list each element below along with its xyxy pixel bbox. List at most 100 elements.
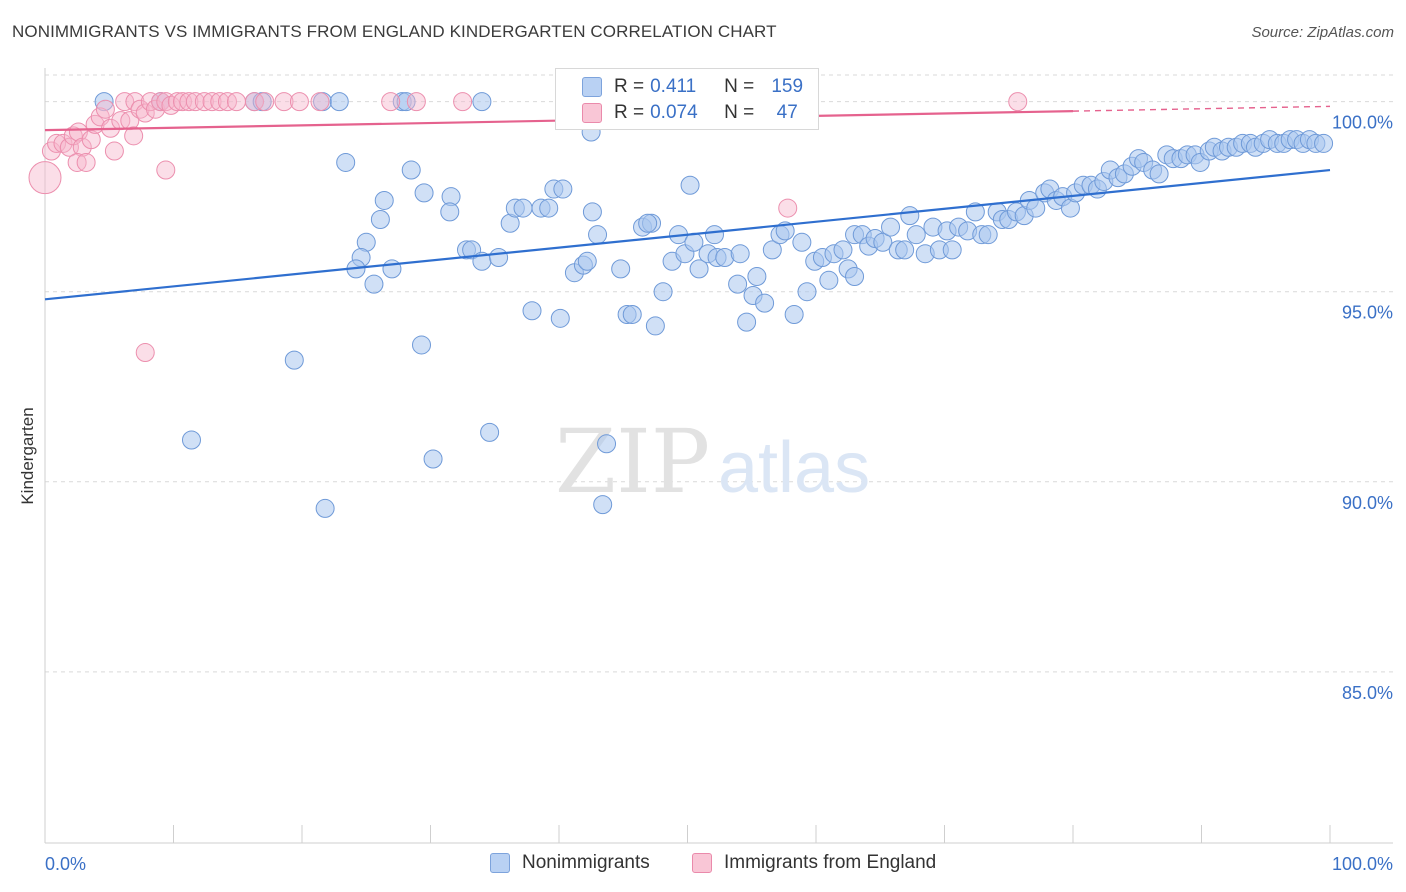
point-nonimmigrants[interactable] (819, 270, 839, 290)
point-immigrants-england[interactable] (202, 92, 222, 112)
point-nonimmigrants[interactable] (900, 206, 920, 226)
point-nonimmigrants[interactable] (440, 202, 460, 222)
point-immigrants-england[interactable] (179, 92, 199, 112)
y-axis-label: Kindergarten (18, 407, 37, 504)
point-immigrants-england[interactable] (274, 92, 294, 112)
point-nonimmigrants[interactable] (582, 202, 602, 222)
point-immigrants-england[interactable] (76, 152, 96, 172)
point-nonimmigrants[interactable] (680, 175, 700, 195)
point-nonimmigrants[interactable] (728, 274, 748, 294)
y-tick-label: 95.0% (1342, 303, 1393, 323)
point-immigrants-england[interactable] (115, 92, 135, 112)
point-nonimmigrants[interactable] (965, 202, 985, 222)
point-immigrants-england[interactable] (255, 92, 275, 112)
point-immigrants-england[interactable] (135, 103, 155, 123)
point-nonimmigrants[interactable] (737, 312, 757, 332)
n-label: N = (724, 76, 755, 97)
r-label: R = (614, 76, 645, 97)
point-nonimmigrants[interactable] (382, 259, 402, 279)
point-immigrants-england[interactable] (135, 343, 155, 363)
point-nonimmigrants[interactable] (845, 267, 865, 287)
point-nonimmigrants[interactable] (489, 247, 509, 267)
point-nonimmigrants[interactable] (784, 305, 804, 325)
point-immigrants-england[interactable] (226, 92, 246, 112)
point-immigrants-england[interactable] (289, 92, 309, 112)
point-nonimmigrants[interactable] (480, 422, 500, 442)
point-immigrants-england[interactable] (310, 92, 330, 112)
point-immigrants-england[interactable] (778, 198, 798, 218)
point-nonimmigrants[interactable] (539, 198, 559, 218)
point-nonimmigrants[interactable] (374, 190, 394, 210)
point-nonimmigrants[interactable] (414, 183, 434, 203)
point-nonimmigrants[interactable] (553, 179, 573, 199)
legend-item-nonimmigrants[interactable]: Nonimmigrants (490, 852, 650, 874)
point-immigrants-england[interactable] (151, 92, 171, 112)
point-immigrants-england[interactable] (244, 92, 264, 112)
point-nonimmigrants[interactable] (1314, 133, 1334, 153)
point-nonimmigrants[interactable] (513, 198, 533, 218)
point-nonimmigrants[interactable] (792, 232, 812, 252)
point-immigrants-england[interactable] (81, 130, 101, 150)
point-nonimmigrants[interactable] (747, 267, 767, 287)
point-immigrants-england[interactable] (453, 92, 473, 112)
point-nonimmigrants[interactable] (762, 240, 782, 260)
point-nonimmigrants[interactable] (329, 92, 349, 112)
point-immigrants-england[interactable] (194, 92, 214, 112)
point-nonimmigrants[interactable] (797, 282, 817, 302)
point-immigrants-england[interactable] (406, 92, 426, 112)
r-value: 0.074 (650, 102, 698, 123)
point-nonimmigrants[interactable] (370, 209, 390, 229)
stats-swatch-blue (582, 77, 602, 97)
point-nonimmigrants[interactable] (412, 335, 432, 355)
point-immigrants-england[interactable] (28, 161, 62, 195)
point-immigrants-england[interactable] (381, 92, 401, 112)
point-nonimmigrants[interactable] (597, 434, 617, 454)
point-immigrants-england[interactable] (156, 92, 176, 112)
point-nonimmigrants[interactable] (284, 350, 304, 370)
point-immigrants-england[interactable] (1008, 92, 1028, 112)
point-nonimmigrants[interactable] (593, 495, 613, 515)
point-nonimmigrants[interactable] (653, 282, 673, 302)
point-nonimmigrants[interactable] (577, 251, 597, 271)
point-nonimmigrants[interactable] (1149, 164, 1169, 184)
point-nonimmigrants[interactable] (401, 160, 421, 180)
point-nonimmigrants[interactable] (730, 244, 750, 264)
point-nonimmigrants[interactable] (550, 308, 570, 328)
point-nonimmigrants[interactable] (588, 225, 608, 245)
point-immigrants-england[interactable] (104, 141, 124, 161)
point-nonimmigrants[interactable] (704, 225, 724, 245)
point-nonimmigrants[interactable] (906, 225, 926, 245)
watermark-zip: ZIP (555, 410, 710, 513)
point-immigrants-england[interactable] (124, 126, 144, 146)
point-nonimmigrants[interactable] (895, 240, 915, 260)
point-nonimmigrants[interactable] (396, 92, 416, 112)
point-nonimmigrants[interactable] (881, 217, 901, 237)
point-nonimmigrants[interactable] (611, 259, 631, 279)
point-nonimmigrants[interactable] (689, 259, 709, 279)
legend-item-immigrants-england[interactable]: Immigrants from England (692, 852, 936, 874)
stats-row-immigrants: R = 0.074 N = 47 (582, 101, 812, 125)
point-nonimmigrants[interactable] (522, 301, 542, 321)
point-nonimmigrants[interactable] (181, 430, 201, 450)
point-nonimmigrants[interactable] (978, 225, 998, 245)
point-immigrants-england[interactable] (95, 99, 115, 119)
point-immigrants-england[interactable] (210, 92, 230, 112)
point-nonimmigrants[interactable] (755, 293, 775, 313)
point-immigrants-england[interactable] (47, 133, 67, 153)
point-nonimmigrants[interactable] (645, 316, 665, 336)
point-nonimmigrants[interactable] (423, 449, 443, 469)
bottom-legend: Nonimmigrants Immigrants from England (0, 850, 1406, 880)
point-nonimmigrants[interactable] (336, 152, 356, 172)
point-nonimmigrants[interactable] (94, 92, 114, 112)
point-immigrants-england[interactable] (156, 160, 176, 180)
point-nonimmigrants[interactable] (315, 498, 335, 518)
point-nonimmigrants[interactable] (364, 274, 384, 294)
tick-labels: 100.0% 95.0% 90.0% 85.0% 0.0% 100.0% (45, 113, 1393, 874)
point-nonimmigrants[interactable] (622, 305, 642, 325)
point-nonimmigrants[interactable] (833, 240, 853, 260)
point-nonimmigrants[interactable] (638, 213, 658, 233)
point-nonimmigrants[interactable] (942, 240, 962, 260)
point-nonimmigrants[interactable] (472, 92, 492, 112)
point-nonimmigrants[interactable] (873, 232, 893, 252)
point-immigrants-england[interactable] (130, 99, 150, 119)
